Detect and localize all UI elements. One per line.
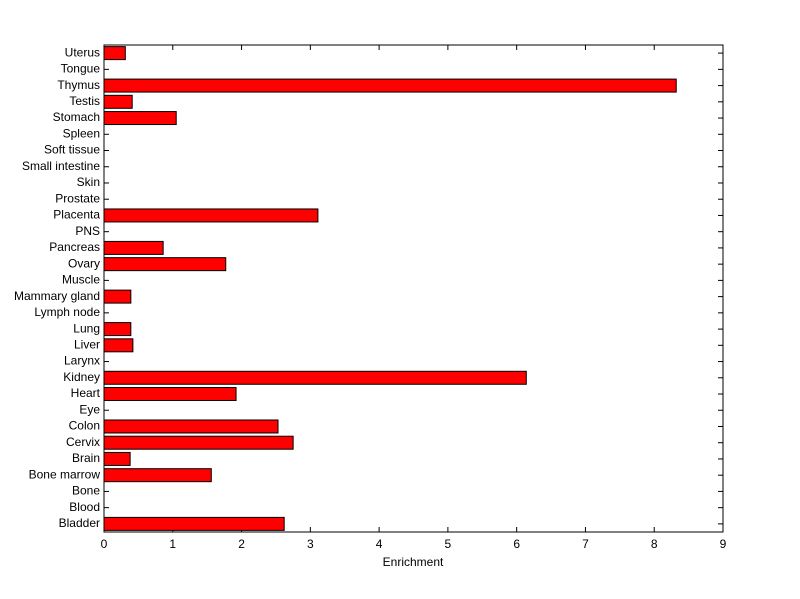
y-tick-label: Lymph node: [34, 305, 100, 319]
y-tick-label: Lung: [73, 321, 100, 335]
x-tick-label: 5: [445, 537, 452, 551]
y-tick-label: Bone marrow: [29, 467, 101, 481]
y-tick-label: Pancreas: [49, 240, 100, 254]
y-tick-label: Mammary gland: [14, 289, 100, 303]
x-tick-label: 9: [720, 537, 727, 551]
y-tick-label: Larynx: [64, 354, 100, 368]
y-tick-label: Eye: [79, 402, 100, 416]
bar: [103, 46, 126, 61]
y-tick-label: Brain: [72, 451, 100, 465]
x-tick-label: 1: [169, 537, 176, 551]
y-tick-label: Heart: [71, 386, 101, 400]
bar: [103, 516, 285, 531]
y-tick-label: Testis: [69, 94, 100, 108]
y-tick-label: PNS: [75, 224, 100, 238]
x-tick-label: 3: [307, 537, 314, 551]
y-tick-label: Bladder: [59, 516, 100, 530]
x-tick-label: 4: [376, 537, 383, 551]
y-tick-label: Uterus: [65, 45, 100, 59]
y-tick-label: Blood: [69, 500, 100, 514]
y-tick-label: Placenta: [53, 208, 100, 222]
bar: [103, 451, 131, 466]
y-tick-label: Thymus: [57, 78, 100, 92]
bar: [103, 240, 164, 255]
bar: [103, 78, 677, 93]
bar: [103, 419, 279, 434]
y-tick-label: Soft tissue: [44, 143, 100, 157]
y-tick-label: Muscle: [62, 273, 100, 287]
plot-area: [103, 44, 724, 533]
y-tick-label: Ovary: [68, 256, 100, 270]
bar: [103, 338, 134, 353]
y-tick-label: Small intestine: [22, 159, 100, 173]
y-tick-label: Prostate: [55, 191, 100, 205]
x-tick-label: 2: [238, 537, 245, 551]
bar: [103, 208, 319, 223]
x-tick-label: 6: [513, 537, 520, 551]
bar: [103, 322, 132, 337]
y-tick-label: Liver: [74, 337, 100, 351]
y-tick-label: Colon: [69, 419, 100, 433]
x-axis-label: Enrichment: [383, 555, 444, 569]
y-tick-label: Spleen: [63, 126, 100, 140]
bar: [103, 435, 294, 450]
bar: [103, 387, 237, 402]
x-tick-label: 8: [651, 537, 658, 551]
bar: [103, 289, 132, 304]
y-tick-label: Cervix: [66, 435, 100, 449]
bar: [103, 370, 527, 385]
bar: [103, 257, 227, 272]
y-tick-label: Bone: [72, 484, 100, 498]
x-tick-label: 7: [582, 537, 589, 551]
bar: [103, 468, 212, 483]
x-tick-label: 0: [101, 537, 108, 551]
y-tick-label: Stomach: [53, 110, 100, 124]
bar: [103, 94, 133, 109]
y-tick-label: Kidney: [63, 370, 100, 384]
y-tick-label: Tongue: [61, 62, 101, 76]
y-tick-label: Skin: [77, 175, 100, 189]
bar: [103, 111, 177, 126]
